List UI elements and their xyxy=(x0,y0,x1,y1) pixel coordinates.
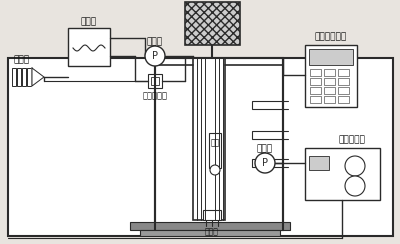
Bar xyxy=(310,87,321,94)
Text: 蠕动泵: 蠕动泵 xyxy=(147,38,163,47)
Bar xyxy=(338,96,349,103)
Text: 转子流量计: 转子流量计 xyxy=(142,92,168,101)
Text: 蠕动泵: 蠕动泵 xyxy=(257,144,273,153)
Text: 多参数分析仪: 多参数分析仪 xyxy=(315,32,347,41)
Bar xyxy=(155,58,283,230)
Bar xyxy=(12,68,16,86)
Bar xyxy=(310,69,321,76)
Bar xyxy=(148,74,162,88)
Text: P: P xyxy=(262,158,268,168)
Text: 曝气头: 曝气头 xyxy=(205,227,219,236)
Bar xyxy=(309,49,353,65)
Circle shape xyxy=(345,176,365,196)
Bar xyxy=(324,96,335,103)
Bar xyxy=(209,133,221,168)
Bar xyxy=(338,78,349,85)
Bar xyxy=(252,159,282,167)
Bar xyxy=(203,210,221,220)
Bar xyxy=(324,69,335,76)
Bar xyxy=(252,131,282,139)
Text: 集水箱: 集水箱 xyxy=(81,18,97,27)
Circle shape xyxy=(345,156,365,176)
Bar xyxy=(185,2,240,45)
Bar xyxy=(324,87,335,94)
Bar xyxy=(338,69,349,76)
Text: 曝气泵: 曝气泵 xyxy=(14,55,30,64)
Bar xyxy=(305,148,380,200)
Bar xyxy=(68,28,110,66)
Circle shape xyxy=(255,153,275,173)
Polygon shape xyxy=(32,68,44,86)
Text: P: P xyxy=(152,51,158,61)
Text: 探头: 探头 xyxy=(210,139,220,148)
Bar xyxy=(22,68,26,86)
Bar xyxy=(27,68,31,86)
Text: 水浴保温箱: 水浴保温箱 xyxy=(338,135,366,144)
Circle shape xyxy=(145,46,165,66)
Bar xyxy=(305,45,357,107)
Bar xyxy=(17,68,21,86)
Bar xyxy=(310,96,321,103)
Bar xyxy=(324,78,335,85)
Bar xyxy=(310,78,321,85)
Bar xyxy=(309,156,329,170)
Bar xyxy=(252,101,282,109)
Bar xyxy=(193,58,225,220)
Bar xyxy=(151,77,159,85)
Bar xyxy=(130,222,290,230)
Bar xyxy=(338,87,349,94)
Bar xyxy=(140,230,280,236)
Circle shape xyxy=(210,165,220,175)
Bar xyxy=(8,58,393,236)
